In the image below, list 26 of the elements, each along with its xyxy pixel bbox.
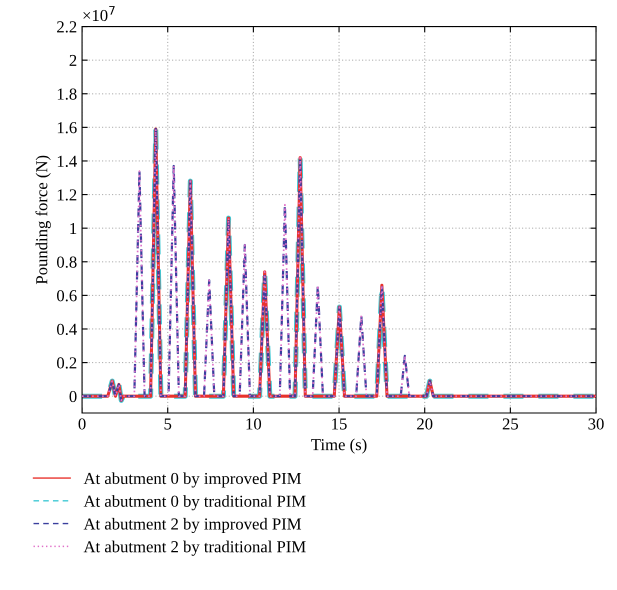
x-tick-label: 30 <box>588 418 604 430</box>
x-axis-title: Time (s) <box>311 438 366 454</box>
legend-label: At abutment 0 by traditional PIM <box>84 495 306 510</box>
text: ×10$^{7}$ <box>83 6 115 22</box>
y-tick-label: 0.6 <box>57 290 77 302</box>
y-tick-label: 0 <box>70 390 77 402</box>
y-tick-label: 2.2 <box>57 21 76 33</box>
y-tick-label: 0.4 <box>57 324 77 336</box>
legend-label: At abutment 0 by improved PIM <box>84 472 302 488</box>
x-tick-label: 25 <box>502 418 518 430</box>
y-tick-label: 1.4 <box>58 156 77 167</box>
x-tick-label: 15 <box>332 418 347 430</box>
y-axis-title: Pounding force (N) <box>35 156 51 284</box>
y-tick-label: 1.2 <box>58 189 76 201</box>
y-tick-label: 2 <box>70 54 76 66</box>
x-tick-label: 5 <box>164 418 172 430</box>
legend-label: At abutment 2 by traditional PIM <box>84 540 306 556</box>
y-tick-label: 1.8 <box>58 88 77 100</box>
x-tick-label: 20 <box>417 418 432 430</box>
legend-label: At abutment 2 by improved PIM <box>84 518 302 534</box>
y-tick-label: 0.8 <box>57 256 77 268</box>
y-tick-label: 0.2 <box>57 357 76 369</box>
x-tick-label: 10 <box>246 418 262 430</box>
y-tick-label: 1.6 <box>58 122 77 134</box>
y-tick-label: 1 <box>70 222 76 234</box>
x-tick-label: 0 <box>78 418 86 430</box>
